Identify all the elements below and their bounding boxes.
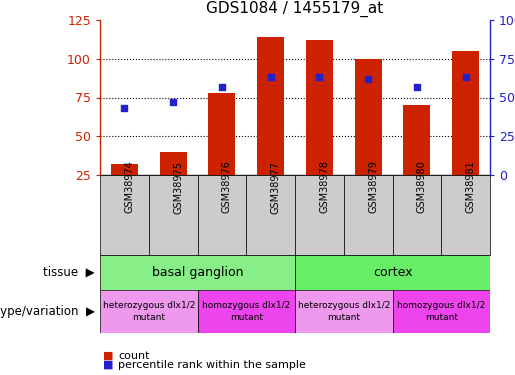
Text: heterozygous dlx1/2
mutant: heterozygous dlx1/2 mutant xyxy=(102,302,195,321)
Bar xyxy=(295,175,344,255)
Text: GSM38975: GSM38975 xyxy=(173,160,183,213)
Text: tissue  ▶: tissue ▶ xyxy=(43,266,95,279)
Bar xyxy=(197,290,295,333)
Bar xyxy=(160,152,186,175)
Point xyxy=(121,105,129,111)
Bar xyxy=(246,175,295,255)
Text: count: count xyxy=(118,351,149,361)
Bar xyxy=(392,175,441,255)
Bar xyxy=(295,255,490,290)
Bar xyxy=(355,59,382,175)
Text: homozygous dlx1/2
mutant: homozygous dlx1/2 mutant xyxy=(397,302,485,321)
Text: GSM38980: GSM38980 xyxy=(417,160,427,213)
Bar xyxy=(197,175,246,255)
Text: GSM38974: GSM38974 xyxy=(125,160,134,213)
Text: percentile rank within the sample: percentile rank within the sample xyxy=(118,360,306,370)
Bar xyxy=(111,164,138,175)
Text: GSM38978: GSM38978 xyxy=(319,160,330,213)
Point xyxy=(413,84,421,90)
Point xyxy=(266,74,274,80)
Point xyxy=(169,99,177,105)
Bar xyxy=(452,51,479,175)
Bar xyxy=(209,93,235,175)
Bar xyxy=(100,255,295,290)
Text: GSM38977: GSM38977 xyxy=(270,160,281,213)
Text: basal ganglion: basal ganglion xyxy=(152,266,243,279)
Bar xyxy=(295,290,392,333)
Text: GSM38981: GSM38981 xyxy=(466,160,476,213)
Text: heterozygous dlx1/2
mutant: heterozygous dlx1/2 mutant xyxy=(298,302,390,321)
Bar xyxy=(306,40,333,175)
Bar xyxy=(257,37,284,175)
Text: GSM38976: GSM38976 xyxy=(222,160,232,213)
Bar xyxy=(344,175,392,255)
Bar xyxy=(100,290,197,333)
Point xyxy=(218,84,226,90)
Point xyxy=(315,74,323,80)
Bar xyxy=(100,175,149,255)
Text: ■: ■ xyxy=(102,360,113,370)
Text: genotype/variation  ▶: genotype/variation ▶ xyxy=(0,305,95,318)
Text: homozygous dlx1/2
mutant: homozygous dlx1/2 mutant xyxy=(202,302,290,321)
Point xyxy=(461,74,470,80)
Bar xyxy=(392,290,490,333)
Bar xyxy=(149,175,197,255)
Bar xyxy=(441,175,490,255)
Point xyxy=(364,76,372,82)
Text: ■: ■ xyxy=(102,351,113,361)
Text: cortex: cortex xyxy=(373,266,412,279)
Title: GDS1084 / 1455179_at: GDS1084 / 1455179_at xyxy=(207,1,384,17)
Text: GSM38979: GSM38979 xyxy=(368,160,378,213)
Bar xyxy=(403,105,430,175)
